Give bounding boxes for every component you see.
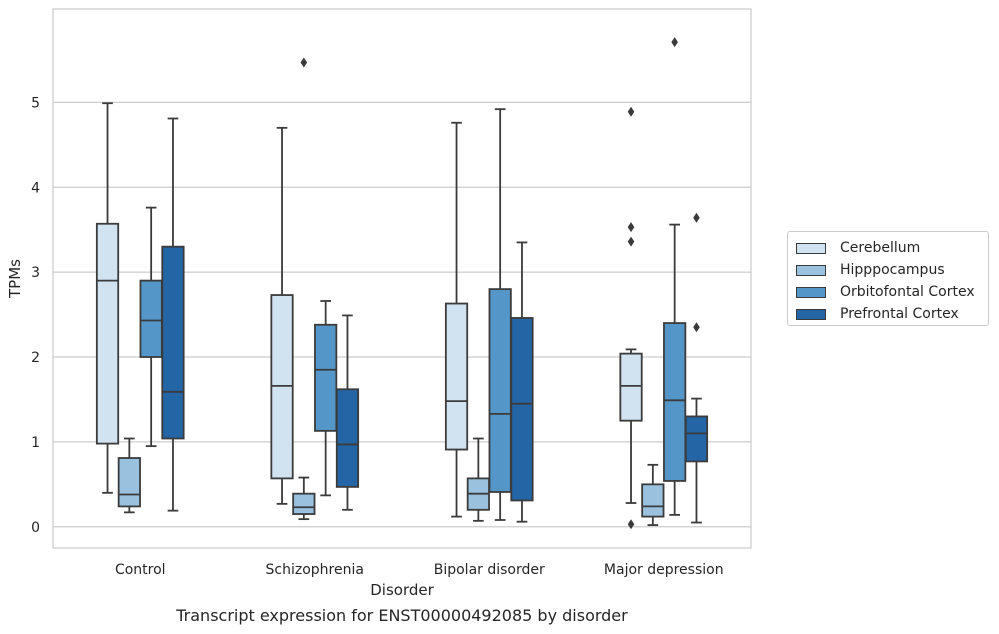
box-1-2 — [314, 300, 338, 497]
box-iqr — [641, 483, 665, 518]
box-3-0 — [619, 106, 643, 530]
legend-label-orbitofrontal-cortex: Orbitofontal Cortex — [840, 284, 975, 300]
figure-caption: Transcript expression for ENST0000049208… — [176, 606, 628, 625]
box-iqr — [292, 492, 316, 515]
x-axis-label: Disorder — [370, 581, 434, 599]
outlier-1 — [693, 212, 700, 223]
x-tick-label-control: Control — [115, 562, 166, 578]
box-iqr — [663, 322, 687, 482]
legend-swatch-cerebellum — [796, 242, 826, 254]
y-tick-label-5: 5 — [31, 95, 40, 111]
outlier-0 — [693, 322, 700, 333]
box-iqr — [161, 245, 185, 440]
y-axis-label: TPMs — [6, 259, 24, 299]
x-tick-label-major-depression: Major depression — [604, 562, 724, 578]
legend-item-hippocampus: Hipppocampus — [796, 259, 980, 281]
legend-swatch-hippocampus — [796, 264, 826, 276]
box-iqr — [117, 457, 141, 508]
box-2-1 — [466, 437, 490, 522]
y-tick-label-4: 4 — [31, 180, 40, 196]
box-iqr — [510, 317, 534, 502]
box-0-0 — [95, 102, 120, 494]
legend-label-hippocampus: Hipppocampus — [840, 262, 945, 278]
box-iqr — [314, 323, 338, 432]
box-1-1 — [292, 57, 316, 521]
y-tick-label-0: 0 — [31, 520, 40, 536]
box-2-2 — [488, 108, 512, 521]
x-tick-label-schizophrenia: Schizophrenia — [266, 562, 364, 578]
x-tick-label-bipolar-disorder: Bipolar disorder — [434, 562, 545, 578]
box-0-3 — [161, 117, 185, 512]
legend: Cerebellum Hipppocampus Orbitofontal Cor… — [787, 231, 989, 326]
box-iqr — [444, 302, 469, 451]
box-2-3 — [510, 241, 534, 523]
box-plots — [95, 37, 709, 530]
outlier-0 — [300, 57, 308, 68]
legend-swatch-orbitofrontal-cortex — [796, 286, 826, 298]
legend-swatch-prefrontal-cortex — [796, 308, 826, 320]
y-tick-label-3: 3 — [31, 265, 40, 281]
box-iqr — [619, 352, 643, 422]
outlier-0 — [627, 519, 635, 530]
box-iqr — [335, 388, 360, 488]
outlier-3 — [627, 106, 635, 117]
y-tick-labels: 0 1 2 3 4 5 — [31, 95, 40, 535]
legend-item-cerebellum: Cerebellum — [796, 237, 980, 259]
box-iqr — [684, 415, 709, 463]
legend-item-orbitofrontal-cortex: Orbitofontal Cortex — [796, 281, 980, 303]
box-iqr — [488, 288, 512, 493]
box-3-2 — [663, 37, 687, 516]
box-3-3 — [684, 212, 709, 524]
box-1-0 — [270, 126, 294, 505]
legend-label-prefrontal-cortex: Prefrontal Cortex — [840, 306, 959, 322]
plot-area — [52, 8, 752, 549]
box-1-3 — [335, 314, 360, 511]
outlier-1 — [627, 236, 635, 247]
legend-item-prefrontal-cortex: Prefrontal Cortex — [796, 303, 980, 325]
box-0-1 — [117, 437, 141, 514]
outlier-0 — [671, 37, 678, 48]
outlier-2 — [627, 222, 635, 233]
y-tick-label-2: 2 — [31, 350, 40, 366]
box-iqr — [139, 279, 163, 358]
box-iqr — [95, 222, 120, 445]
x-tick-labels: Control Schizophrenia Bipolar disorder Majo… — [115, 562, 724, 578]
legend-label-cerebellum: Cerebellum — [840, 240, 921, 256]
y-tick-label-1: 1 — [31, 435, 40, 451]
box-2-0 — [444, 121, 469, 518]
box-3-1 — [641, 463, 665, 526]
